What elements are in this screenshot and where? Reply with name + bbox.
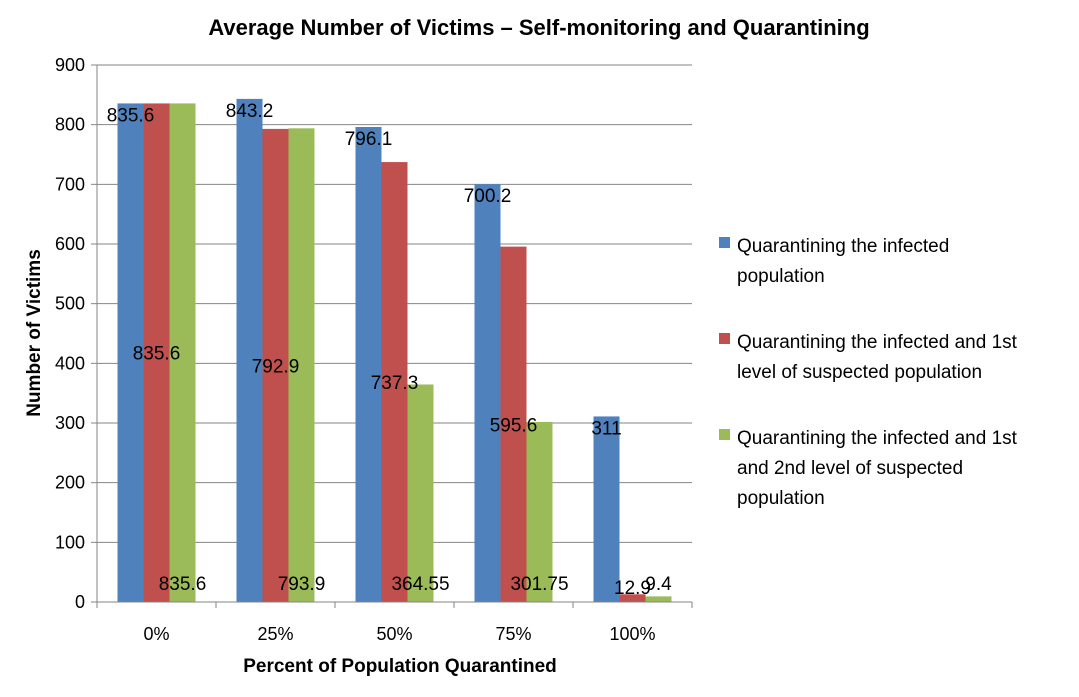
legend-label: and 2nd level of suspected	[737, 458, 963, 479]
x-tick-label: 50%	[376, 624, 412, 644]
data-label: 595.6	[490, 415, 538, 436]
bar-series-2-100pct	[619, 594, 646, 602]
data-label: 835.6	[159, 574, 207, 595]
data-label: 792.9	[252, 356, 300, 377]
x-axis-title: Percent of Population Quarantined	[243, 656, 557, 677]
legend-label: Quarantining the infected and 1st	[737, 332, 1018, 353]
y-tick-label: 300	[55, 413, 85, 433]
x-tick-label: 0%	[143, 624, 169, 644]
legend-label: Quarantining the infected and 1st	[737, 428, 1018, 449]
data-label: 835.6	[133, 344, 181, 365]
data-label: 843.2	[226, 101, 274, 122]
axes: 0 100 200 300 400 500 600 700 800 900 0% 25% 50% 75% 1…	[55, 55, 693, 644]
y-tick-label: 900	[55, 55, 85, 75]
legend-swatch	[719, 429, 730, 440]
y-tick-label: 700	[55, 174, 85, 194]
bar-series-3-25pct	[288, 128, 315, 602]
y-tick-label: 100	[55, 532, 85, 552]
data-label: 364.55	[391, 574, 449, 595]
x-tick-label: 75%	[495, 624, 531, 644]
y-tick-label: 0	[75, 592, 85, 612]
y-axis-title: Number of Victims	[24, 249, 45, 417]
x-tick-label: 25%	[257, 624, 293, 644]
data-label: 835.6	[107, 105, 155, 126]
bar-series-1-100pct	[593, 416, 620, 602]
data-label: 796.1	[345, 129, 393, 150]
bar-series-3-75pct	[526, 421, 553, 602]
data-label: 700.2	[464, 186, 512, 207]
bar-series-3-50pct	[407, 384, 434, 602]
data-label: 793.9	[278, 574, 326, 595]
y-tick-label: 400	[55, 353, 85, 373]
x-tick-label: 100%	[609, 624, 655, 644]
bar-series-2-25pct	[262, 128, 289, 602]
data-label: 737.3	[371, 373, 419, 394]
bar-series-1-75pct	[474, 184, 501, 603]
data-label: 311	[591, 418, 621, 439]
legend-label: population	[737, 488, 825, 509]
legend-swatch	[719, 237, 730, 248]
legend: Quarantining the infected population Quara…	[719, 236, 1018, 509]
chart-title: Average Number of Victims – Self-monitor…	[208, 15, 869, 40]
data-label: 301.75	[510, 574, 568, 595]
legend-label: Quarantining the infected	[737, 236, 949, 257]
y-tick-label: 200	[55, 473, 85, 493]
data-labels: 835.6 843.2 796.1 700.2 311 835.6 792.9 737.3 59…	[107, 101, 672, 599]
y-tick-label: 800	[55, 115, 85, 135]
bar-series-3-0pct	[169, 103, 196, 603]
bar-series-1-25pct	[236, 98, 263, 603]
bar-series-1-50pct	[355, 126, 382, 603]
bars	[117, 98, 672, 603]
legend-label: population	[737, 266, 825, 287]
bar-series-2-0pct	[143, 103, 170, 603]
bar-series-1-0pct	[117, 103, 144, 603]
data-label: 9.4	[645, 574, 672, 595]
bar-series-3-100pct	[645, 596, 672, 602]
bar-series-2-75pct	[500, 246, 527, 602]
data-label: 12.9	[614, 578, 651, 599]
legend-swatch	[719, 333, 730, 344]
bar-series-2-50pct	[381, 162, 408, 602]
y-tick-label: 500	[55, 294, 85, 314]
legend-label: level of suspected population	[737, 362, 982, 383]
y-tick-label: 600	[55, 234, 85, 254]
